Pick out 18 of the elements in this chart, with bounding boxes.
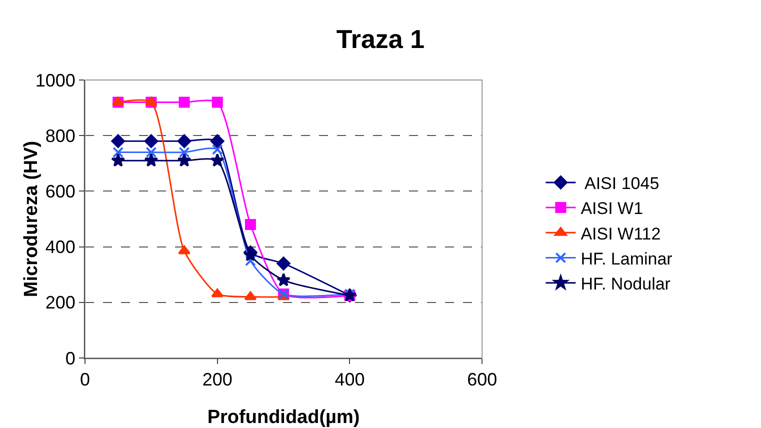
x-axis-title: Profundidad(µm) <box>207 407 360 428</box>
legend-label: AISI W112 <box>580 224 661 244</box>
y-tick-label: 400 <box>45 237 76 258</box>
y-tick-label: 0 <box>65 348 76 368</box>
x-tick-label: 600 <box>467 370 498 390</box>
x-tick-label: 200 <box>202 370 232 390</box>
legend-label: HF. Nodular <box>580 274 671 294</box>
x-tick-label: 0 <box>80 370 90 390</box>
legend-label: HF. Laminar <box>580 249 673 268</box>
chart-title: Traza 1 <box>336 24 425 54</box>
y-tick-label: 200 <box>45 292 76 313</box>
y-axis-title: Microdureza (HV) <box>21 140 42 298</box>
y-tick-label: 600 <box>45 182 76 202</box>
y-tick-label: 800 <box>45 126 76 146</box>
legend-label: AISI 1045 <box>580 174 660 194</box>
legend-label: AISI W1 <box>580 199 644 218</box>
x-tick-label: 400 <box>334 370 365 390</box>
y-tick-label: 1000 <box>35 70 76 90</box>
